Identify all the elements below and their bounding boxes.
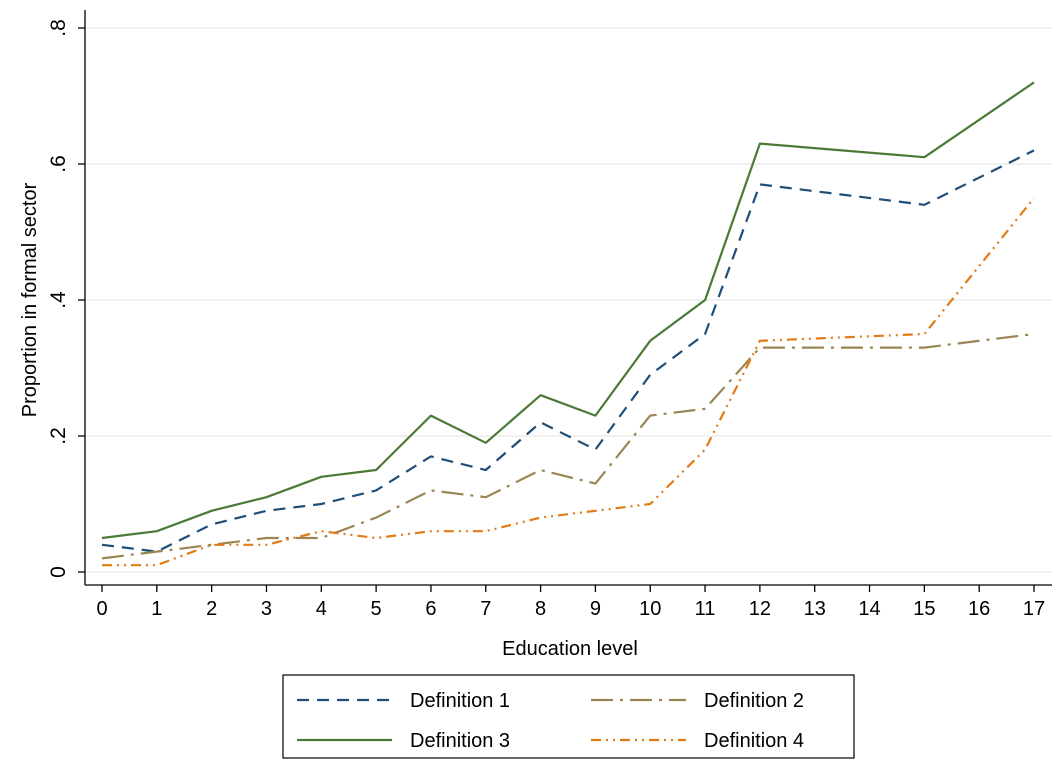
x-tick-label: 14 bbox=[858, 598, 880, 620]
x-tick-label: 10 bbox=[639, 598, 661, 620]
x-tick-label: 15 bbox=[913, 598, 935, 620]
legend-label-4: Definition 4 bbox=[704, 730, 804, 752]
legend-label-3: Definition 3 bbox=[410, 730, 510, 752]
x-tick-label: 7 bbox=[480, 598, 491, 620]
legend-label-1: Definition 1 bbox=[410, 690, 510, 712]
x-tick-label: 4 bbox=[316, 598, 327, 620]
y-tick-label: .8 bbox=[47, 19, 70, 37]
x-tick-label: 17 bbox=[1023, 598, 1045, 620]
x-axis-ticks: 0 1 2 3 4 5 6 7 8 9 10 11 12 13 14 15 16 17 bbox=[96, 585, 1045, 620]
x-tick-label: 13 bbox=[804, 598, 826, 620]
series-line-4 bbox=[102, 197, 1035, 567]
series-line-3 bbox=[101, 81, 1035, 540]
x-tick-label: 3 bbox=[261, 598, 272, 620]
y-tick-label: .6 bbox=[47, 155, 70, 173]
x-tick-label: 6 bbox=[425, 598, 436, 620]
x-tick-label: 5 bbox=[371, 598, 382, 620]
x-tick-label: 12 bbox=[749, 598, 771, 620]
legend-box bbox=[282, 674, 855, 759]
y-axis-title: Proportion in formal sector bbox=[19, 182, 41, 417]
x-tick-label: 1 bbox=[151, 598, 162, 620]
series-lines bbox=[101, 81, 1035, 567]
x-tick-label: 11 bbox=[695, 598, 716, 620]
series-line-1 bbox=[101, 149, 1035, 553]
y-tick-label: .4 bbox=[47, 291, 70, 309]
y-axis-ticks: 0 .2 .4 .6 .8 bbox=[47, 19, 85, 578]
x-tick-label: 2 bbox=[206, 598, 217, 620]
legend: Definition 1 Definition 2 Definition 3 Defi… bbox=[282, 674, 855, 759]
x-tick-label: 16 bbox=[968, 598, 990, 620]
axes bbox=[84, 10, 1052, 586]
legend-label-2: Definition 2 bbox=[704, 690, 804, 712]
x-tick-label: 9 bbox=[590, 598, 601, 620]
x-tick-label: 8 bbox=[535, 598, 546, 620]
x-axis-title: Education level bbox=[502, 638, 638, 660]
y-tick-label: .2 bbox=[47, 427, 70, 445]
x-tick-label: 0 bbox=[96, 598, 107, 620]
y-tick-label: 0 bbox=[47, 566, 70, 578]
series-line-2 bbox=[101, 332, 1035, 560]
